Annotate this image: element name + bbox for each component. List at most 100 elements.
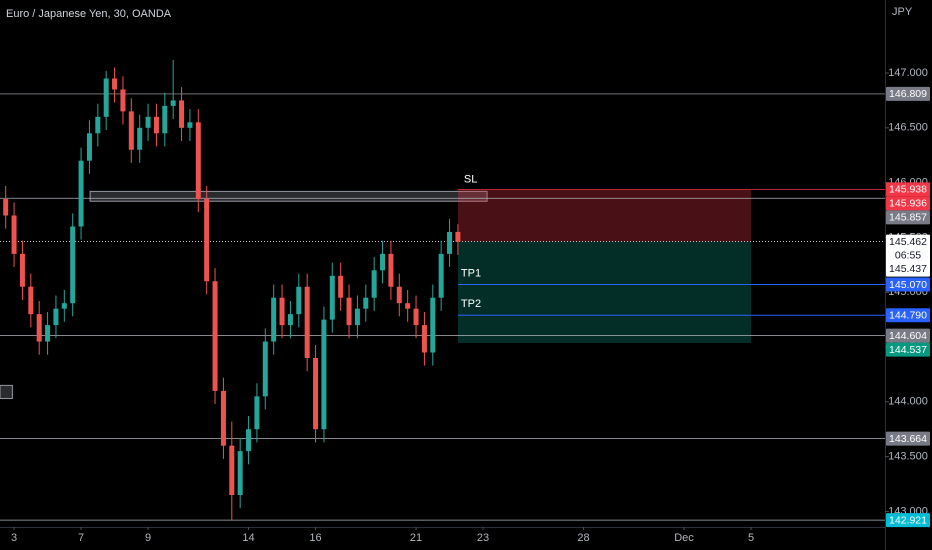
y-tick-label: 144.000 — [888, 396, 928, 408]
candle-body — [287, 314, 293, 326]
candle-body — [396, 286, 402, 304]
price-label-box — [886, 277, 930, 292]
price-label-box — [886, 196, 930, 211]
price-label: 145.857 — [889, 212, 927, 224]
candle-body — [112, 78, 118, 90]
candle-body — [430, 297, 436, 353]
candle-body — [28, 286, 34, 315]
candle-body — [61, 303, 67, 309]
candle-body — [204, 199, 210, 282]
x-tick-label: 9 — [145, 532, 151, 544]
x-tick-label: 28 — [577, 532, 589, 544]
candle-body — [371, 270, 377, 298]
candle-body — [313, 357, 319, 430]
price-label-box — [886, 308, 930, 323]
plot-area: SL TP1 TP2 — [0, 59, 885, 521]
candle-body — [78, 160, 84, 227]
candle-body — [170, 100, 176, 106]
candle-body — [405, 303, 411, 309]
candle-body — [304, 286, 310, 358]
candle-body — [237, 451, 243, 495]
candle-body — [338, 275, 344, 298]
price-label: 145.938 — [889, 184, 927, 196]
candle-body — [187, 122, 193, 128]
price-label: 144.537 — [889, 344, 927, 356]
candle-body — [447, 231, 453, 254]
x-tick-label: 23 — [477, 532, 489, 544]
price-label-box — [886, 513, 930, 528]
countdown-label: 06:55 — [895, 249, 921, 261]
x-tick-label: 14 — [242, 532, 254, 544]
candle-body — [220, 390, 226, 446]
price-label: 142.921 — [889, 514, 927, 526]
candle-body — [388, 253, 394, 287]
price-label-box — [886, 328, 930, 343]
y-tick-label: 143.500 — [888, 451, 928, 463]
drawn-rectangle — [0, 384, 13, 400]
candle-body — [195, 122, 201, 200]
price-label-box — [886, 342, 930, 357]
candle-body — [438, 253, 444, 298]
candle-body — [346, 297, 352, 326]
candle-body — [354, 308, 360, 326]
candle-body — [128, 111, 134, 150]
candle-body — [103, 78, 109, 117]
price-label: 144.604 — [889, 330, 927, 342]
x-tick-label: 3 — [11, 532, 17, 544]
candle-body — [380, 253, 386, 271]
candle-body — [329, 275, 335, 320]
candle-body — [145, 116, 151, 128]
drawn-rectangle — [89, 190, 488, 202]
second-price-label: 145.437 — [889, 263, 927, 275]
x-tick-label: Dec — [674, 532, 694, 544]
candle-body — [179, 100, 185, 128]
candle-body — [254, 396, 260, 430]
candle-body — [321, 319, 327, 430]
price-label: 146.809 — [889, 88, 927, 100]
x-tick-label: 16 — [309, 532, 321, 544]
candle-body — [246, 429, 252, 452]
x-tick-label: 21 — [410, 532, 422, 544]
candle-body — [53, 308, 59, 326]
candle-body — [413, 308, 419, 326]
price-label: 145.070 — [889, 279, 927, 291]
candle-body — [36, 314, 42, 342]
candle-body — [70, 226, 76, 304]
candle-body — [153, 116, 159, 134]
candle-body — [95, 116, 101, 134]
candle-body — [162, 105, 168, 134]
target-zone — [457, 241, 752, 343]
take-profit-name: TP1 — [461, 267, 481, 279]
stop-zone — [457, 189, 752, 242]
candle-body — [19, 253, 25, 287]
y-tick-label: 147.000 — [888, 67, 928, 79]
price-label-box — [886, 86, 930, 101]
price-label-box — [886, 210, 930, 225]
price-label-box — [886, 431, 930, 446]
candle-body — [296, 286, 302, 315]
candle-body — [137, 127, 143, 150]
price-label: 144.790 — [889, 310, 927, 322]
price-label-box — [886, 182, 930, 197]
y-tick-label: 146.500 — [888, 122, 928, 134]
price-label: 145.936 — [889, 198, 927, 210]
candle-body — [271, 297, 277, 342]
candle-body — [229, 445, 235, 495]
chart-title: Euro / Japanese Yen, 30, OANDA — [6, 8, 172, 20]
candle-body — [11, 215, 17, 254]
currency-label: JPY — [892, 6, 913, 18]
price-label: 143.664 — [889, 433, 927, 445]
stop-name: SL — [464, 173, 477, 185]
candle-body — [262, 341, 268, 397]
candle-body — [45, 325, 51, 342]
candle-body — [86, 133, 92, 161]
x-tick-label: 7 — [78, 532, 84, 544]
price-label-box — [886, 234, 930, 277]
candle-body — [421, 325, 427, 353]
x-tick-label: 5 — [748, 532, 754, 544]
candle-body — [455, 231, 461, 242]
candle-body — [279, 297, 285, 326]
candle-body — [212, 281, 218, 391]
